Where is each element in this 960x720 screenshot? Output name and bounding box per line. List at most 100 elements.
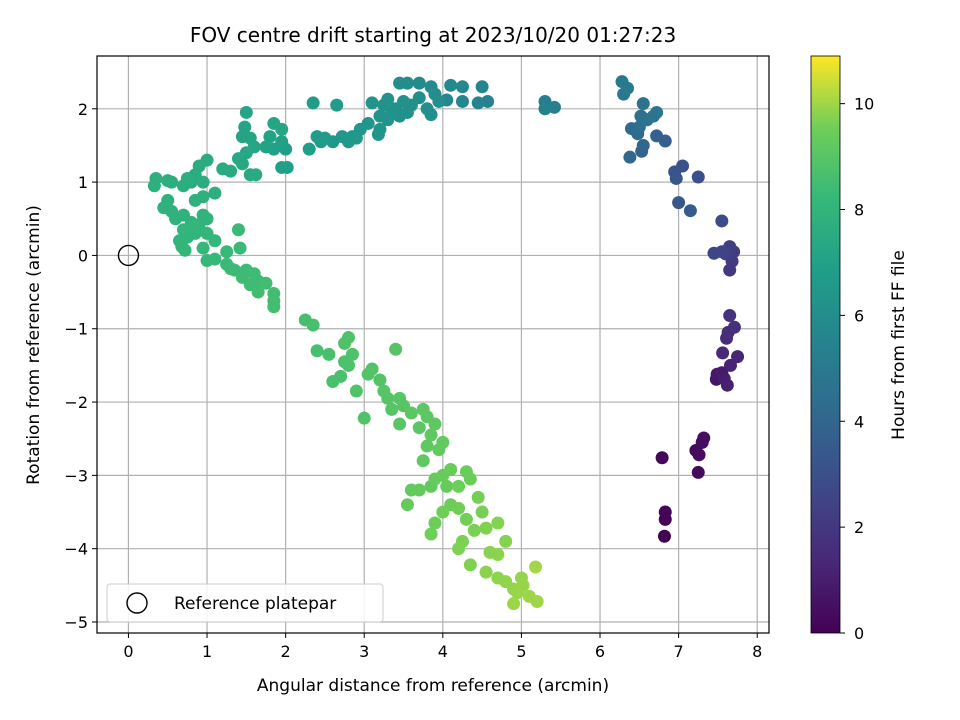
data-point: [475, 80, 489, 94]
x-tick-label: 6: [595, 642, 605, 661]
data-point: [275, 122, 289, 136]
colorbar: [810, 55, 841, 634]
y-tick-label: 2: [78, 100, 88, 119]
data-point: [416, 454, 430, 468]
data-point: [275, 160, 289, 174]
data-point: [389, 342, 403, 356]
data-point: [658, 505, 672, 519]
plot-frame: [96, 55, 770, 634]
data-point: [697, 431, 711, 445]
data-point: [188, 219, 202, 233]
data-point: [178, 243, 192, 257]
legend: Reference platepar: [106, 583, 384, 623]
data-point: [267, 300, 281, 314]
data-point: [475, 505, 489, 519]
data-point: [208, 252, 222, 266]
data-point: [615, 75, 629, 89]
x-axis-ticks: 0 1 2 3 4 5 6 7 8: [123, 633, 762, 661]
data-point: [471, 96, 485, 110]
data-point: [200, 212, 214, 226]
data-point: [393, 417, 407, 431]
data-point: [306, 318, 320, 332]
data-point: [259, 276, 273, 290]
data-point: [723, 358, 737, 372]
data-point: [691, 465, 705, 479]
data-point: [188, 193, 202, 207]
x-axis-label: Angular distance from reference (arcmin): [257, 676, 609, 696]
data-point: [471, 490, 485, 504]
data-point: [330, 98, 344, 112]
data-point: [357, 411, 371, 425]
data-point: [707, 246, 721, 260]
data-point: [235, 157, 249, 171]
data-point: [310, 130, 324, 144]
data-point: [499, 534, 513, 548]
data-point: [720, 378, 734, 392]
data-point: [377, 384, 391, 398]
x-tick-label: 5: [516, 642, 526, 661]
data-point: [669, 171, 683, 185]
data-point: [373, 109, 387, 123]
data-point: [529, 560, 543, 574]
data-point: [463, 472, 477, 486]
data-point: [334, 369, 348, 383]
data-point: [196, 241, 210, 255]
y-tick-label: −5: [64, 613, 88, 632]
data-point: [424, 527, 438, 541]
data-point: [349, 384, 363, 398]
data-point: [373, 373, 387, 387]
data-point: [455, 80, 469, 94]
data-point: [657, 529, 671, 543]
data-point: [444, 463, 458, 477]
data-point: [342, 358, 356, 372]
data-point: [479, 565, 493, 579]
x-tick-label: 1: [202, 642, 212, 661]
data-point: [636, 138, 650, 152]
y-tick-label: −4: [64, 540, 88, 559]
colorbar-tick-label: 2: [854, 518, 864, 537]
data-point: [365, 96, 379, 110]
data-point: [412, 421, 426, 435]
data-point: [259, 140, 273, 154]
colorbar-tick-label: 6: [854, 306, 864, 325]
data-point: [491, 548, 505, 562]
x-tick-label: 0: [123, 642, 133, 661]
data-point: [251, 285, 265, 299]
x-tick-label: 7: [674, 642, 684, 661]
data-point: [345, 347, 359, 361]
data-point: [491, 516, 505, 530]
legend-marker: [126, 592, 148, 614]
colorbar-tick-label: 0: [854, 624, 864, 643]
data-point: [463, 558, 477, 572]
data-point: [180, 171, 194, 185]
data-point: [650, 105, 664, 119]
data-point: [727, 320, 741, 334]
data-points: [147, 75, 745, 611]
data-point: [220, 245, 234, 259]
data-point: [385, 402, 399, 416]
data-point: [208, 186, 222, 200]
y-axis-label: Rotation from reference (arcmin): [24, 205, 44, 485]
y-tick-label: −3: [64, 466, 88, 485]
data-point: [507, 597, 521, 611]
data-point: [467, 523, 481, 537]
data-point: [459, 512, 473, 526]
data-point: [731, 350, 745, 364]
data-point: [692, 448, 706, 462]
legend-entry-reference: Reference platepar: [174, 594, 336, 614]
colorbar-label: Hours from first FF file: [889, 250, 909, 440]
data-point: [373, 122, 387, 136]
data-point: [623, 150, 637, 164]
data-point: [428, 417, 442, 431]
y-axis-ticks: −5 −4 −3 −2 −1 0 1 2: [64, 100, 97, 632]
data-point: [440, 479, 454, 493]
data-point: [342, 331, 356, 345]
data-point: [400, 498, 414, 512]
data-point: [322, 347, 336, 361]
chart-title: FOV centre drift starting at 2023/10/20 …: [190, 23, 676, 47]
data-point: [432, 94, 446, 108]
y-tick-label: −2: [64, 393, 88, 412]
reference-platepar-point: [117, 244, 140, 267]
data-point: [275, 135, 289, 149]
